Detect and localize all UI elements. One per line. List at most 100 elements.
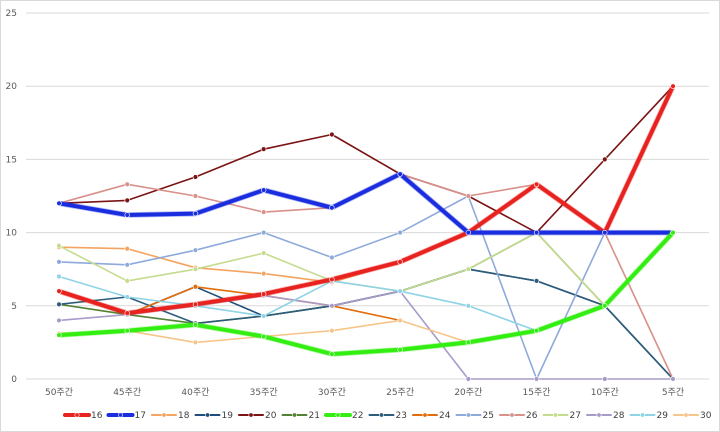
legend-marker [596, 412, 602, 418]
data-point [260, 250, 267, 256]
legend-marker [118, 412, 124, 418]
x-tick-label: 50주간 [45, 387, 73, 398]
legend-label: 16 [91, 411, 103, 421]
data-point [533, 376, 540, 382]
data-point [124, 262, 130, 268]
data-point [260, 146, 267, 152]
legend-marker [552, 412, 558, 418]
data-point [192, 339, 199, 346]
data-point [260, 313, 267, 319]
data-point [465, 339, 472, 346]
series-19 [56, 266, 676, 382]
data-point [329, 205, 335, 211]
series-line [57, 172, 675, 235]
data-point [465, 229, 472, 236]
y-tick-label: 25 [6, 9, 17, 19]
data-point [56, 273, 62, 280]
data-point [602, 229, 608, 236]
x-tick-label: 5주간 [662, 387, 684, 398]
data-point [124, 197, 130, 204]
data-point [329, 303, 335, 309]
x-tick-label: 25주간 [386, 387, 414, 398]
series-24 [56, 284, 403, 324]
legend-item-30: 30 [673, 411, 712, 421]
data-point [124, 181, 130, 187]
data-point [124, 327, 130, 334]
data-point [56, 332, 62, 338]
legend-label: 25 [483, 411, 494, 421]
data-point [465, 266, 472, 272]
legend-label: 23 [396, 411, 407, 421]
data-point [329, 254, 335, 261]
series-line [57, 230, 675, 357]
legend-marker [465, 412, 471, 418]
data-point [329, 351, 335, 357]
data-point [329, 327, 335, 334]
data-point [56, 200, 62, 207]
data-point [602, 156, 608, 163]
legend-label: 27 [570, 411, 581, 421]
legend-item-24: 24 [412, 411, 451, 421]
data-point [670, 83, 676, 89]
data-point [56, 259, 62, 265]
legend-item-23: 23 [368, 411, 407, 421]
data-point [260, 209, 267, 215]
data-point [465, 303, 472, 309]
data-point [192, 284, 199, 290]
data-point [192, 174, 199, 180]
data-point [260, 291, 267, 297]
data-point [533, 327, 540, 334]
data-point [56, 317, 62, 324]
series-22 [56, 229, 676, 357]
legend-marker [248, 412, 254, 418]
legend-marker [683, 412, 689, 418]
x-tick-label: 15주간 [523, 387, 551, 398]
data-point [124, 310, 130, 316]
series-line [57, 84, 675, 316]
legend-marker [161, 412, 167, 418]
legend-marker [509, 412, 515, 418]
data-point [329, 131, 335, 138]
series-line [58, 195, 674, 380]
legend-item-21: 21 [281, 411, 320, 421]
legend-label: 28 [613, 411, 625, 421]
data-point [465, 193, 472, 199]
data-point [56, 243, 62, 249]
data-point [124, 212, 130, 218]
data-point [602, 303, 608, 309]
legend-label: 17 [135, 411, 146, 421]
legend-item-22: 22 [324, 411, 363, 421]
data-point [260, 333, 267, 340]
legend-label: 26 [526, 411, 538, 421]
data-point [192, 193, 199, 199]
y-tick-label: 10 [6, 229, 18, 239]
data-point [56, 288, 62, 294]
data-point [260, 187, 267, 193]
legend-marker [291, 412, 297, 418]
data-point [124, 246, 130, 252]
legend-item-25: 25 [455, 411, 494, 421]
x-tick-label: 20주간 [454, 387, 482, 398]
data-point [602, 376, 608, 382]
data-point [397, 259, 403, 265]
legend-item-29: 29 [629, 411, 668, 421]
data-point [260, 229, 267, 236]
series-line-glow [58, 171, 673, 236]
legend-marker [74, 412, 80, 418]
series-line [58, 275, 538, 332]
data-point [397, 347, 403, 353]
legend-item-16: 16 [63, 411, 103, 421]
series-17 [56, 171, 676, 236]
legend-item-26: 26 [499, 411, 538, 421]
data-point [465, 376, 472, 382]
legend-marker [639, 412, 645, 418]
legend-marker [335, 412, 341, 418]
legend-label: 18 [178, 411, 190, 421]
y-tick-label: 5 [11, 302, 17, 312]
legend-item-18: 18 [151, 411, 190, 421]
x-tick-label: 30주간 [318, 387, 346, 398]
data-point [124, 278, 130, 284]
series-line-glow [58, 230, 676, 357]
